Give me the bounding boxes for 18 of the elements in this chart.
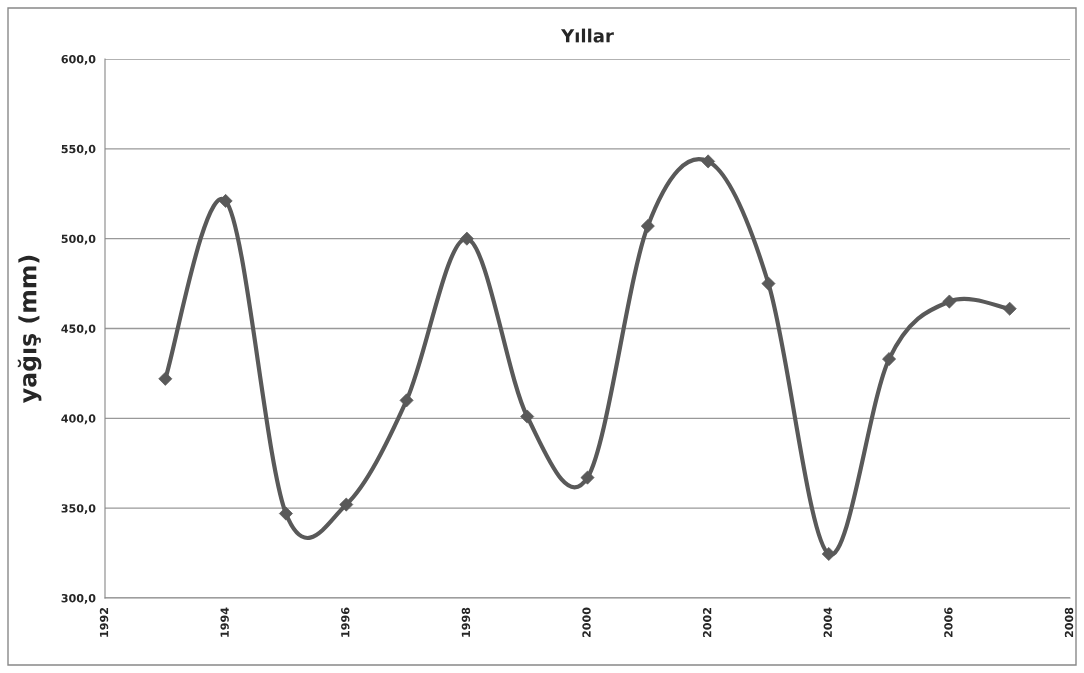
chart-title: Yıllar [560, 28, 614, 43]
y-tick-label: 500,0 [61, 234, 96, 245]
x-tick-label: 1996 [341, 607, 350, 637]
x-tick-label: 2002 [702, 607, 712, 638]
y-axis-title: yağış (mm) [17, 255, 42, 403]
x-tick-label: 1994 [220, 607, 229, 637]
x-tick-label: 2000 [582, 607, 591, 638]
y-tick-label: 600,0 [61, 54, 96, 65]
y-tick-label: 450,0 [61, 324, 96, 335]
x-tick-label: 2004 [823, 607, 832, 638]
x-tick-label: 1992 [99, 607, 109, 637]
x-tick-label: 2008 [1064, 607, 1074, 638]
y-tick-label: 550,0 [61, 144, 96, 155]
y-tick-label: 300,0 [61, 593, 96, 604]
y-tick-label: 350,0 [61, 504, 96, 514]
y-tick-label: 400,0 [61, 414, 96, 425]
x-tick-label: 1998 [461, 607, 471, 637]
x-tick-label: 2006 [944, 607, 953, 638]
